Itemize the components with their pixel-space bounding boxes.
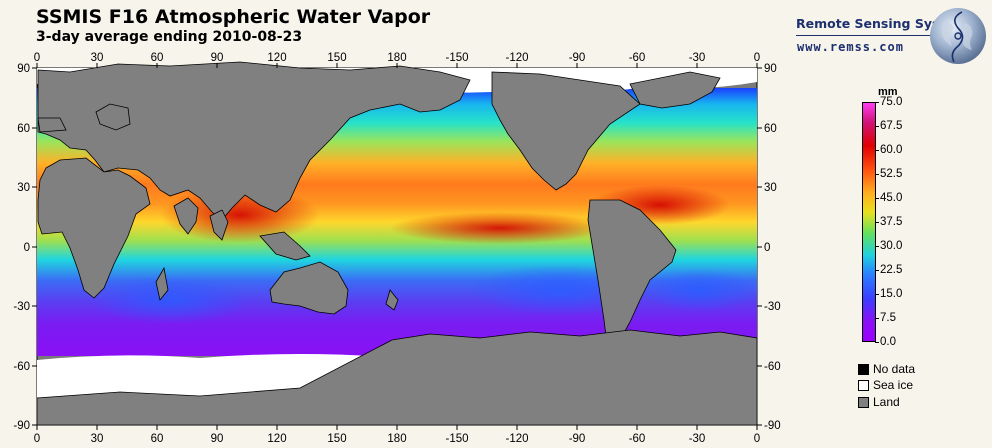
brand-name: Remote Sensing Systems: [796, 16, 975, 31]
lon-labels-bottom: 0 30 60 90 120 150 180 -150 -120 -90 -60…: [34, 433, 760, 445]
color-scale-label: 52.5: [880, 168, 903, 180]
lat-label-right: 60: [764, 123, 777, 135]
color-scale-label: 37.5: [880, 216, 903, 228]
lon-label-bottom: -90: [569, 433, 586, 445]
lon-label-bottom: 90: [211, 433, 224, 445]
lon-labels-top: 0 30 60 90 120 150 180 -150 -120 -90 -60…: [34, 52, 760, 64]
key-land: Land: [858, 395, 900, 409]
lon-label-bottom: 180: [387, 433, 406, 445]
color-scale-tick: [875, 173, 879, 175]
color-scale-tick: [875, 269, 879, 271]
lon-label-bottom: 0: [34, 433, 40, 445]
lon-label-bottom: -150: [445, 433, 468, 445]
color-scale-label: 45.0: [880, 192, 903, 204]
land-masses: [36, 61, 758, 426]
color-scale-tick: [875, 221, 879, 223]
lat-label-left: -90: [13, 420, 30, 432]
lat-label-right: 30: [764, 182, 777, 194]
lon-label-top: -150: [445, 52, 468, 64]
key-label: No data: [873, 362, 916, 376]
color-scale-label: 60.0: [880, 144, 903, 156]
color-scale-tick: [875, 317, 879, 319]
color-scale-tick: [875, 293, 879, 295]
lon-label-bottom: 60: [151, 433, 164, 445]
color-scale-tick: [875, 125, 879, 127]
lon-label-bottom: -30: [689, 433, 706, 445]
key-no-data: No data: [858, 362, 915, 376]
lat-label-left: 0: [24, 242, 30, 254]
lon-label-bottom: 120: [267, 433, 286, 445]
color-scale-tick: [875, 197, 879, 199]
key-label: Land: [873, 395, 900, 409]
key-label: Sea ice: [873, 378, 914, 392]
lon-label-top: -90: [569, 52, 586, 64]
lat-labels-left: 90 60 30 0 -30 -60 -90: [13, 63, 30, 432]
lat-labels-right: 90 60 30 0 -30 -60 -90: [764, 63, 781, 432]
brand-divider: [796, 35, 954, 36]
land-swatch: [858, 396, 869, 408]
map-title: SSMIS F16 Atmospheric Water Vapor: [36, 6, 431, 28]
water-vapor-map: 0 30 60 90 120 150 180 -150 -120 -90 -60…: [13, 52, 781, 445]
lon-label-top: -120: [505, 52, 528, 64]
color-scale-tick: [875, 341, 879, 343]
lon-label-bottom: -60: [629, 433, 646, 445]
color-scale-label: 7.5: [880, 312, 896, 324]
lon-label-top: 90: [211, 52, 224, 64]
color-scale-tick: [875, 149, 879, 151]
lat-label-right: -30: [764, 301, 781, 313]
no-data-swatch: [858, 363, 869, 375]
legend-unit: mm: [878, 86, 898, 98]
lat-label-right: 90: [764, 63, 777, 75]
lat-label-right: -60: [764, 361, 781, 373]
lat-label-left: 90: [17, 63, 30, 75]
lat-label-left: -60: [13, 361, 30, 373]
lat-label-right: 0: [764, 242, 770, 254]
lat-label-left: -30: [13, 301, 30, 313]
globe-logo-icon: [930, 8, 986, 64]
color-scale-label: 22.5: [880, 264, 903, 276]
lon-label-top: 150: [327, 52, 346, 64]
color-scale-bar: [862, 102, 876, 342]
color-scale-label: 75.0: [880, 96, 903, 108]
lon-label-top: 120: [267, 52, 286, 64]
lon-label-top: 180: [387, 52, 406, 64]
map-tick-marks: [32, 63, 762, 430]
color-scale-tick: [875, 101, 879, 103]
key-sea-ice: Sea ice: [858, 378, 913, 392]
color-scale-label: 0.0: [880, 336, 896, 348]
lon-label-bottom: 30: [91, 433, 104, 445]
map-subtitle: 3-day average ending 2010-08-23: [36, 29, 303, 45]
sea-ice-swatch: [858, 379, 869, 391]
lon-label-bottom: -120: [505, 433, 528, 445]
lat-label-right: -90: [764, 420, 781, 432]
color-scale-tick: [875, 245, 879, 247]
lon-label-top: 60: [151, 52, 164, 64]
color-scale-label: 30.0: [880, 240, 903, 252]
lon-label-top: 0: [34, 52, 40, 64]
lon-label-top: -60: [629, 52, 646, 64]
lon-label-bottom: 150: [327, 433, 346, 445]
lon-label-top: -30: [689, 52, 706, 64]
color-scale-label: 15.0: [880, 288, 903, 300]
color-scale-label: 67.5: [880, 120, 903, 132]
lat-label-left: 30: [17, 182, 30, 194]
lon-label-top: 0: [754, 52, 760, 64]
lat-label-left: 60: [17, 123, 30, 135]
brand-url[interactable]: www.remss.com: [797, 40, 904, 54]
lon-label-bottom: 0: [754, 433, 760, 445]
lon-label-top: 30: [91, 52, 104, 64]
